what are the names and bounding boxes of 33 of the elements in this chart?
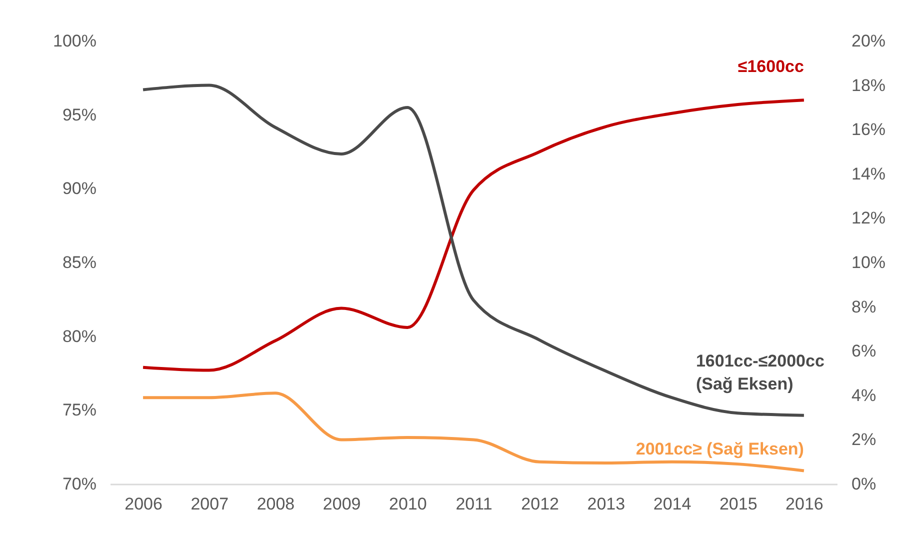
series-label: 1601cc-≤2000cc (Sağ Eksen) [696, 351, 824, 394]
x-tick-label: 2012 [521, 494, 560, 514]
line-series [142, 392, 806, 472]
y2-tick-label: 16% [852, 120, 886, 140]
y-tick-label: 75% [62, 400, 96, 420]
y-tick-label: 90% [62, 179, 96, 198]
x-tick-label: 2009 [322, 494, 361, 514]
series-label: ≤1600cc [738, 57, 804, 76]
y2-tick-label: 14% [852, 164, 886, 184]
series-label: 2001cc≥ (Sağ Eksen) [636, 440, 804, 459]
y-tick-label: 80% [62, 326, 96, 346]
y2-tick-label: 12% [852, 208, 886, 228]
x-tick-label: 2014 [653, 494, 692, 514]
y2-tick-label: 0% [852, 474, 876, 494]
x-tick-label: 2013 [587, 494, 626, 514]
y2-tick-label: 10% [852, 253, 886, 272]
y-tick-label: 85% [62, 253, 96, 272]
y2-tick-label: 18% [852, 76, 886, 95]
y-tick-label: 100% [53, 32, 96, 50]
x-tick-label: 2016 [786, 494, 824, 514]
x-tick-label: 2011 [456, 494, 492, 514]
x-tick-label: 2010 [388, 494, 427, 514]
x-tick-label: 2015 [719, 494, 758, 514]
y2-tick-label: 6% [852, 342, 876, 361]
y-tick-label: 70% [62, 474, 96, 494]
y2-tick-label: 2% [852, 430, 876, 450]
x-tick-label: 2007 [190, 494, 229, 514]
y-tick-label: 95% [62, 105, 96, 124]
x-tick-label: 2008 [256, 494, 295, 514]
y2-tick-label: 8% [852, 297, 876, 316]
x-tick-label: 2006 [124, 494, 162, 514]
y2-tick-label: 20% [852, 32, 886, 50]
y2-tick-label: 4% [852, 386, 876, 405]
